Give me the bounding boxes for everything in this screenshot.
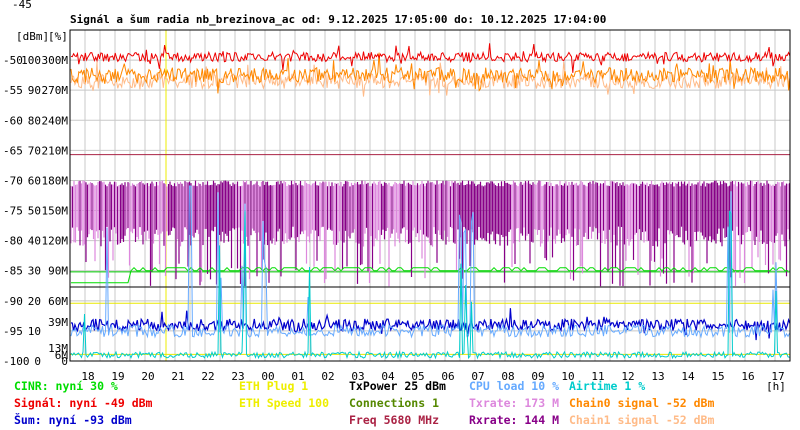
chart-title: Signál a šum radia nb_brezinova_ac od: 9… bbox=[70, 13, 606, 26]
y-tick-pct: 40 bbox=[28, 235, 41, 248]
x-tick: 00 bbox=[261, 370, 274, 383]
plot-border bbox=[69, 29, 791, 362]
x-tick: 02 bbox=[321, 370, 334, 383]
x-tick: 05 bbox=[411, 370, 424, 383]
x-tick: 11 bbox=[591, 370, 604, 383]
legend-item: Connections 1 bbox=[349, 396, 440, 410]
y-tick-dbm: -95 bbox=[3, 325, 23, 338]
x-tick: 09 bbox=[531, 370, 544, 383]
y-tick-rate: 180M bbox=[42, 174, 69, 187]
y-tick-dbm: -75 bbox=[3, 205, 23, 218]
series-cinr bbox=[71, 266, 788, 284]
y-tick-rate-colored: 13M bbox=[48, 342, 68, 355]
y-tick-dbm: -85 bbox=[3, 265, 23, 278]
series-airtime bbox=[70, 210, 790, 360]
x-tick: 01 bbox=[291, 370, 304, 383]
x-tick: 13 bbox=[651, 370, 664, 383]
legend-item: Chain0 signal -52 dBm bbox=[569, 396, 715, 410]
y-tick-dbm: -80 bbox=[3, 235, 23, 248]
legend-item: CINR: nyní 30 % bbox=[14, 379, 118, 393]
y-tick-pct: 20 bbox=[28, 295, 41, 308]
y-tick-rate: 270M bbox=[42, 84, 69, 97]
legend-item: Txrate: 173 M bbox=[469, 396, 560, 410]
y-tick-top: -45 bbox=[12, 0, 32, 11]
legend-item: Freq 5680 MHz bbox=[349, 413, 440, 427]
x-tick: 06 bbox=[441, 370, 454, 383]
x-tick: 07 bbox=[471, 370, 484, 383]
y-tick-dbm: -60 bbox=[3, 114, 23, 127]
y-tick-pct: 80 bbox=[28, 114, 41, 127]
x-tick: 21 bbox=[171, 370, 184, 383]
x-tick: 16 bbox=[741, 370, 754, 383]
x-tick: 14 bbox=[681, 370, 695, 383]
x-tick: 04 bbox=[381, 370, 395, 383]
y-tick-rate: 240M bbox=[42, 114, 69, 127]
x-unit: [h] bbox=[766, 380, 786, 393]
y-tick-dbm: -90 bbox=[3, 295, 23, 308]
series-chain0 bbox=[70, 52, 791, 94]
x-tick: 03 bbox=[351, 370, 364, 383]
y-tick-rate: 300M bbox=[42, 54, 69, 67]
y-tick-pct: 60 bbox=[28, 174, 41, 187]
x-tick: 12 bbox=[621, 370, 634, 383]
legend-item: TxPower 25 dBm bbox=[349, 379, 446, 393]
y-tick-dbm: -55 bbox=[3, 84, 23, 97]
y-tick-rate-colored: 39M bbox=[48, 316, 68, 329]
x-tick: 18 bbox=[81, 370, 94, 383]
series-chain1 bbox=[70, 61, 791, 97]
series-cpu bbox=[70, 185, 790, 339]
y-tick-pct: 10 bbox=[28, 325, 41, 338]
series-signal bbox=[70, 43, 791, 73]
legend-item: CPU load 10 % bbox=[469, 379, 560, 393]
y-tick-pct: 90 bbox=[28, 84, 41, 97]
y-tick-pct: 70 bbox=[28, 144, 41, 157]
y-tick-dbm: -50 bbox=[3, 54, 23, 67]
x-tick: 19 bbox=[111, 370, 124, 383]
legend-item: Airtime 1 % bbox=[569, 379, 646, 393]
x-tick: 23 bbox=[231, 370, 244, 383]
y-tick-rate: 60M bbox=[48, 295, 68, 308]
unit-pct: [%] bbox=[48, 30, 68, 43]
y-tick-dbm: -70 bbox=[3, 174, 23, 187]
y-tick-rate: 90M bbox=[48, 265, 68, 278]
x-tick: 08 bbox=[501, 370, 514, 383]
y-tick-rate: 0 bbox=[61, 355, 68, 368]
y-tick-pct: 0 bbox=[34, 355, 41, 368]
y-tick-rate: 210M bbox=[42, 144, 69, 157]
x-tick: 20 bbox=[141, 370, 154, 383]
y-tick-rate-colored: 6M bbox=[55, 349, 69, 362]
x-tick: 10 bbox=[561, 370, 574, 383]
legend-item: Šum: nyní -93 dBm bbox=[14, 413, 132, 427]
legend-item: ETH Plug 1 bbox=[239, 379, 309, 393]
x-tick: 17 bbox=[771, 370, 784, 383]
legend-item: Chain1 signal -52 dBm bbox=[569, 413, 715, 427]
legend-item: Signál: nyní -49 dBm bbox=[14, 396, 153, 410]
y-tick-rate: 150M bbox=[42, 205, 69, 218]
x-tick: 22 bbox=[201, 370, 214, 383]
y-tick-pct: 30 bbox=[28, 265, 41, 278]
unit-dbm: [dBm] bbox=[16, 30, 49, 43]
x-tick: 15 bbox=[711, 370, 724, 383]
y-tick-dbm: -65 bbox=[3, 144, 23, 157]
y-tick-pct: 50 bbox=[28, 205, 41, 218]
legend-item: ETH Speed 100 bbox=[239, 396, 330, 410]
y-tick-rate: 120M bbox=[42, 235, 69, 248]
y-tick-dbm: -100 bbox=[3, 355, 30, 368]
y-tick-pct: 100 bbox=[21, 54, 41, 67]
legend-item: Rxrate: 144 M bbox=[469, 413, 560, 427]
